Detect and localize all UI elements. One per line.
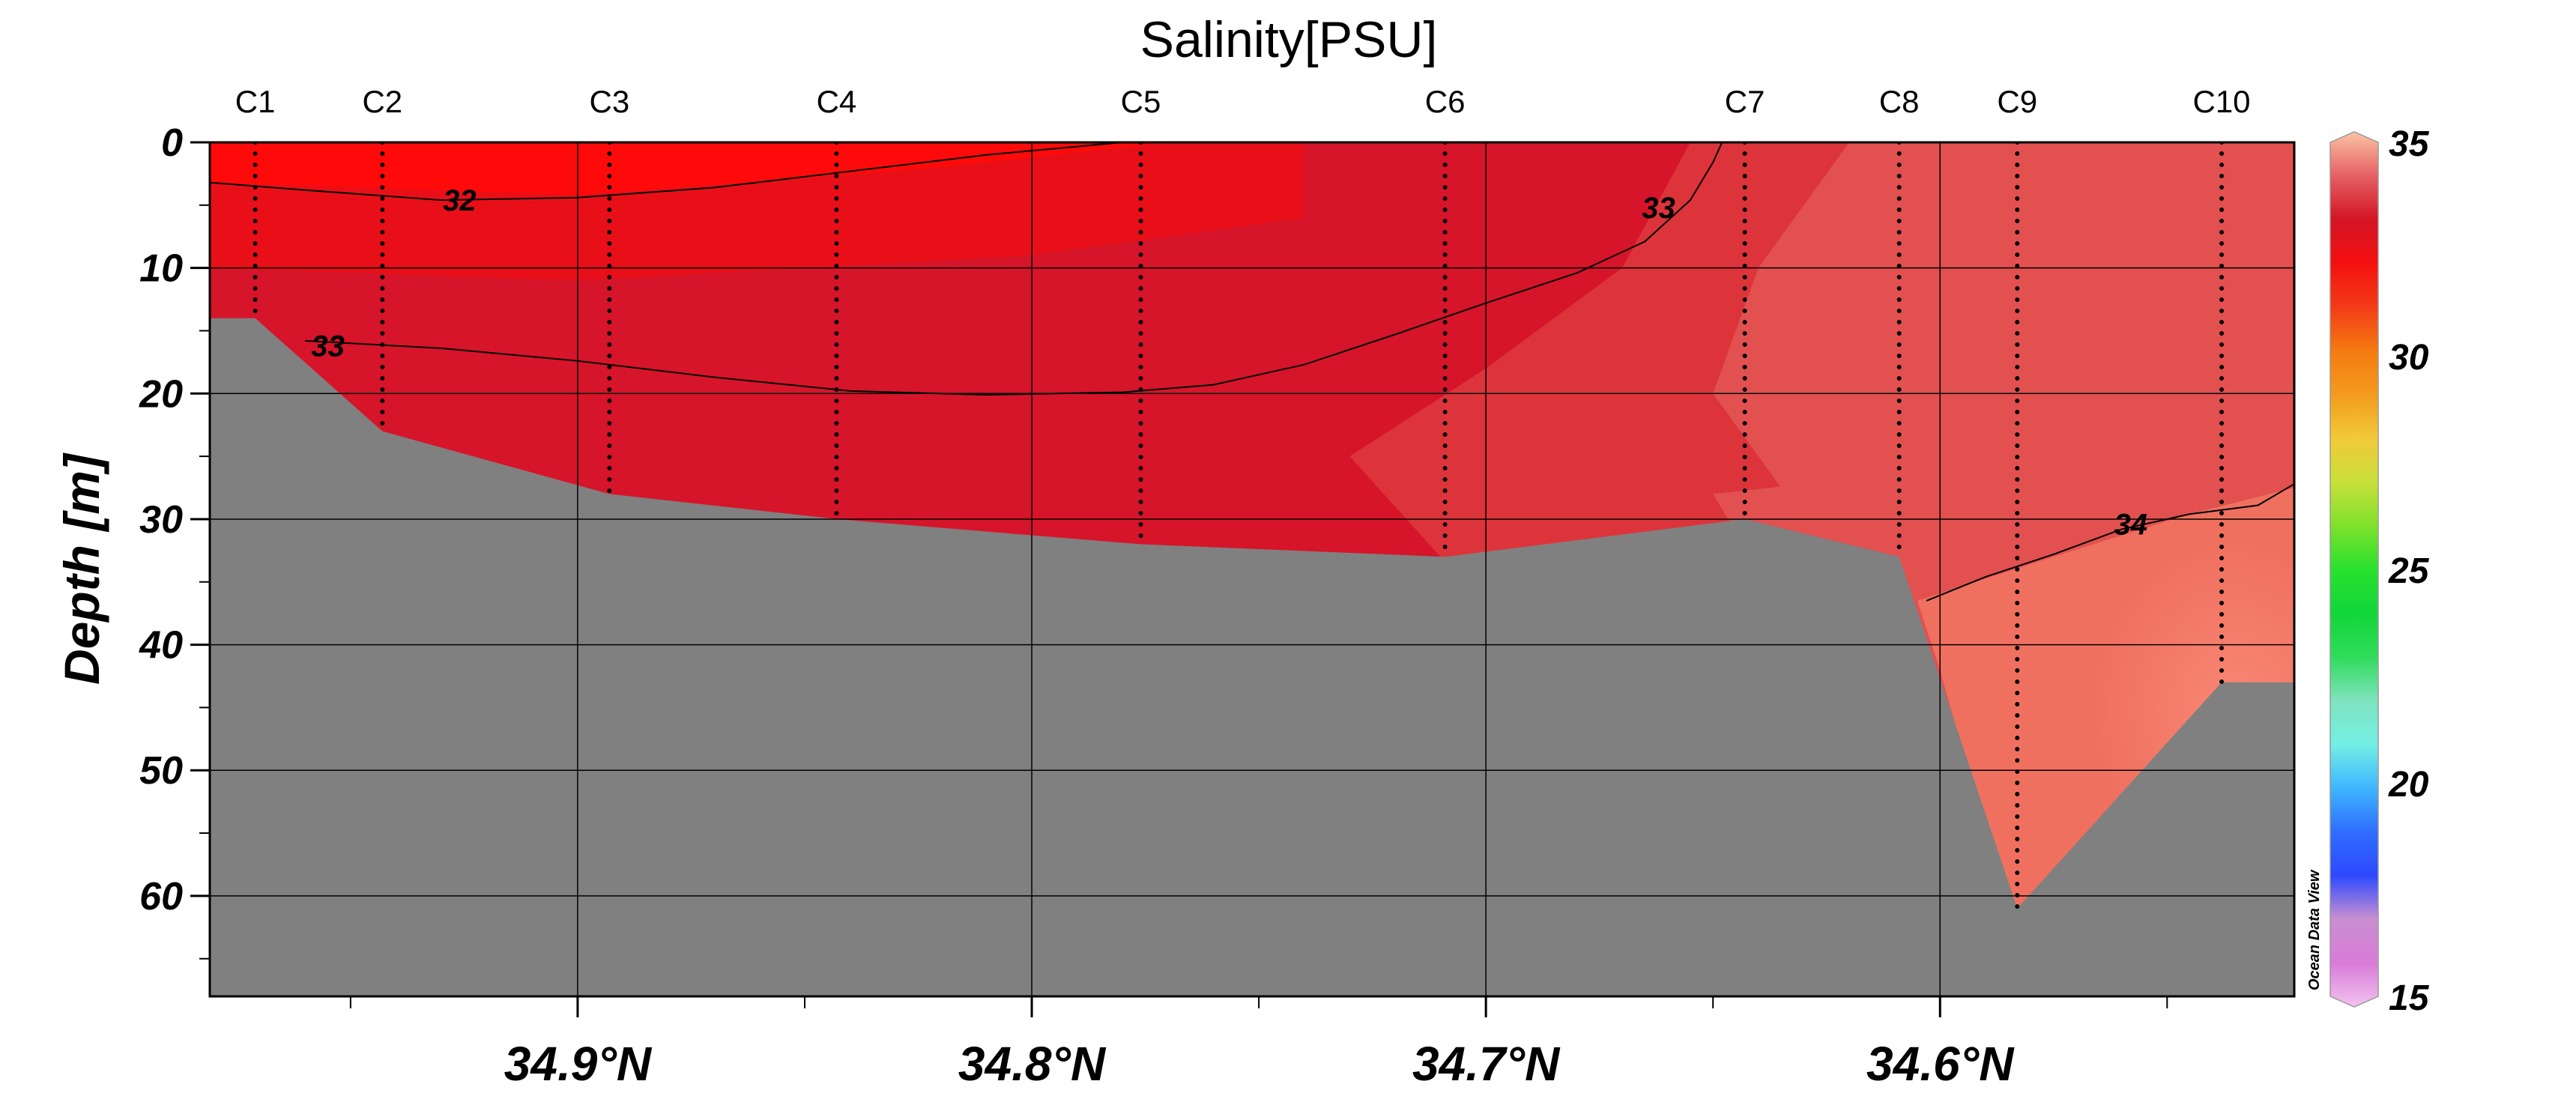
station-label-C9: C9 bbox=[1997, 84, 2037, 119]
contour-label-2: 33 bbox=[1642, 192, 1675, 225]
station-label-C3: C3 bbox=[590, 84, 630, 119]
station-labels: C1 C2 C3 C4 C5 C6 C7 C8 C9 C10 bbox=[235, 84, 2251, 119]
station-label-C10: C10 bbox=[2192, 84, 2250, 119]
colorbar-tick-label-0: 35 bbox=[2389, 124, 2430, 164]
contour-line-34-2 bbox=[1926, 483, 2294, 602]
x-tick-label-1: 34.8°N bbox=[958, 1037, 1107, 1091]
station-label-C8: C8 bbox=[1879, 84, 1920, 119]
y-tick-label-2: 20 bbox=[139, 372, 183, 416]
x-tick-label-3: 34.6°N bbox=[1866, 1037, 2015, 1091]
station-label-C2: C2 bbox=[362, 84, 402, 119]
chart-title: Salinity[PSU] bbox=[1140, 11, 1438, 68]
station-label-C7: C7 bbox=[1725, 84, 1765, 119]
x-tick-label-0: 34.9°N bbox=[504, 1037, 653, 1091]
station-label-C5: C5 bbox=[1121, 84, 1161, 119]
colorbar: 35 30 25 20 15 bbox=[2329, 124, 2430, 1018]
field-zone-32 bbox=[210, 142, 1168, 196]
colorbar-tick-label-1: 30 bbox=[2389, 338, 2429, 378]
contour-label-1: 33 bbox=[311, 330, 345, 363]
contour-labels: 32 33 33 34 bbox=[311, 184, 2147, 542]
y-axis-label: Depth [m] bbox=[54, 452, 109, 685]
y-tick-label-3: 30 bbox=[139, 498, 183, 542]
grid-lines bbox=[210, 142, 2294, 996]
colorbar-tick-label-3: 20 bbox=[2388, 765, 2429, 805]
colorbar-tick-label-4: 15 bbox=[2389, 978, 2430, 1018]
seabed-layer bbox=[210, 318, 2294, 996]
x-axis: 34.9°N 34.8°N 34.7°N 34.6°N bbox=[349, 996, 2168, 1091]
y-tick-label-6: 60 bbox=[139, 875, 183, 918]
y-tick-label-4: 40 bbox=[139, 624, 183, 667]
colorbar-scale bbox=[2329, 131, 2379, 1008]
contour-lines bbox=[210, 142, 2294, 602]
ocean-data-view-watermark: Ocean Data View bbox=[2306, 869, 2323, 990]
contour-line-32-0 bbox=[210, 142, 1123, 202]
y-tick-label-5: 50 bbox=[139, 749, 183, 793]
x-tick-label-2: 34.7°N bbox=[1412, 1037, 1561, 1091]
station-label-C6: C6 bbox=[1425, 84, 1466, 119]
seabed-polygon bbox=[210, 318, 2294, 996]
y-tick-label-1: 10 bbox=[139, 247, 183, 291]
colorbar-tick-label-2: 25 bbox=[2388, 551, 2430, 591]
contour-label-3: 34 bbox=[2114, 509, 2148, 542]
station-label-C4: C4 bbox=[817, 84, 857, 119]
station-label-C1: C1 bbox=[235, 84, 276, 119]
contour-label-0: 32 bbox=[443, 184, 477, 217]
y-axis: 0 10 20 30 40 50 60 bbox=[139, 121, 210, 960]
plot-frame bbox=[208, 141, 2296, 998]
contour-line-33-1 bbox=[305, 142, 1723, 396]
y-tick-label-0: 0 bbox=[161, 121, 183, 165]
station-profiles bbox=[253, 142, 2225, 911]
